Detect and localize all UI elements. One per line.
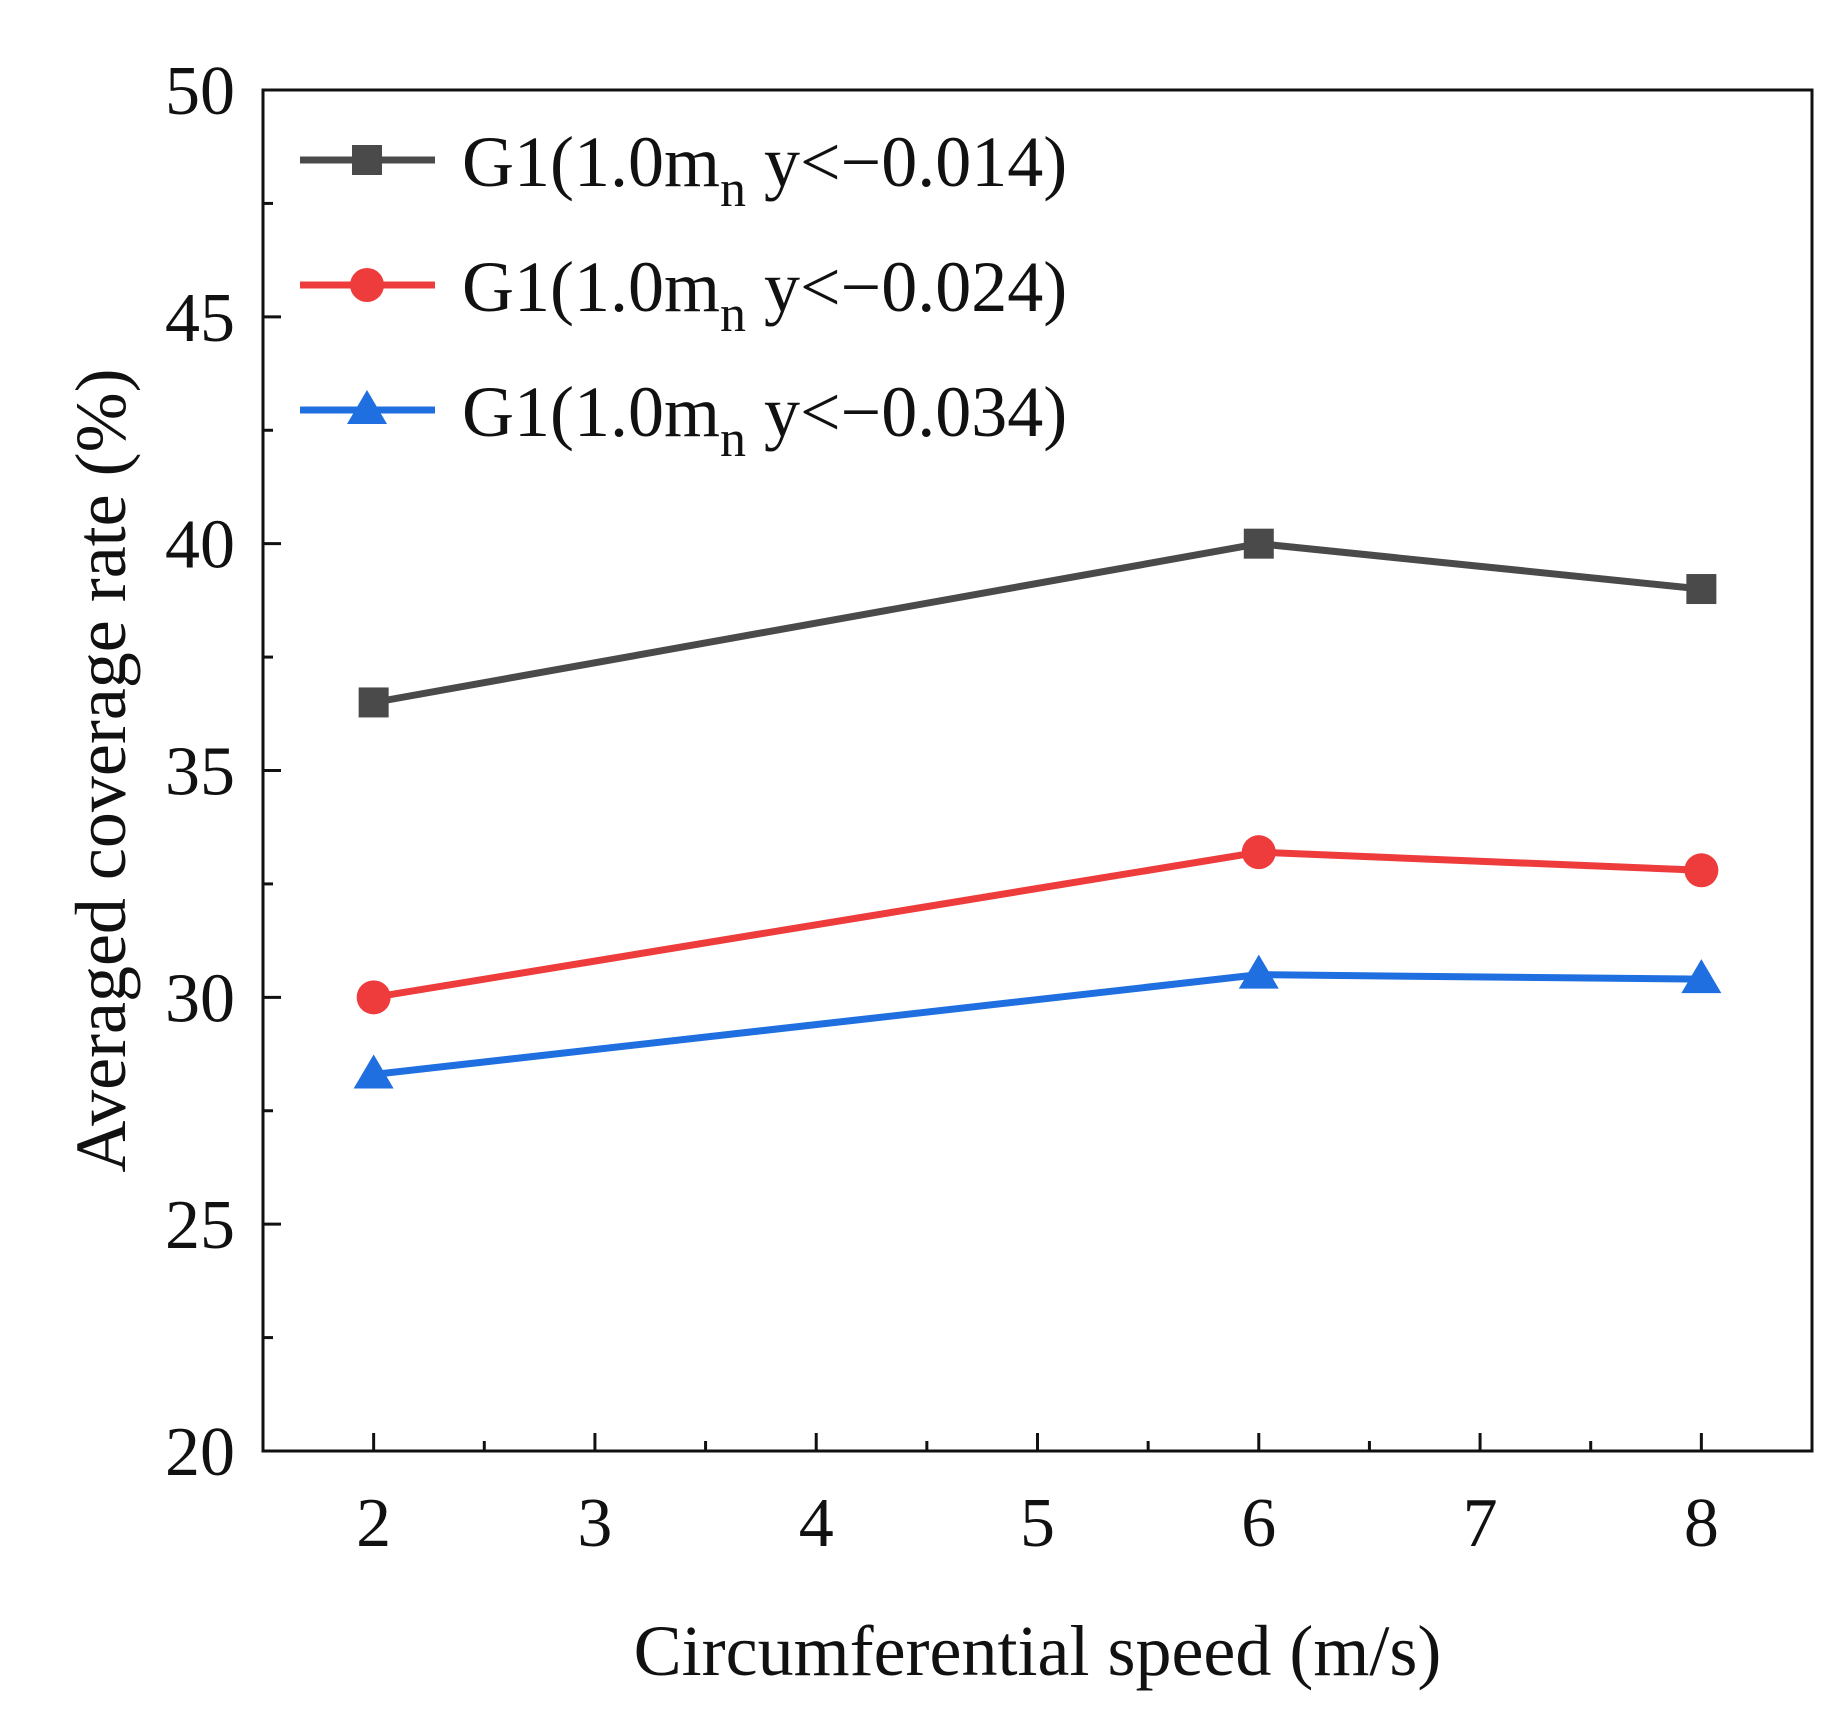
legend-marker	[350, 268, 384, 302]
series-lines	[353, 528, 1722, 1089]
y-tick-label: 35	[165, 734, 235, 811]
series-line-3	[373, 971, 1702, 1078]
x-tick-label: 4	[799, 1485, 834, 1562]
x-tick-label: 6	[1241, 1485, 1276, 1562]
data-point-series-2	[1684, 853, 1719, 888]
x-tick-label: 5	[1020, 1485, 1055, 1562]
data-point-series-3	[353, 1054, 394, 1089]
y-axis-title: Averaged coverage rate (%)	[61, 368, 141, 1172]
x-tick-label: 7	[1463, 1485, 1498, 1562]
legend-marker	[352, 145, 382, 175]
x-tick-label: 2	[356, 1485, 391, 1562]
legend-marker	[347, 390, 387, 424]
y-tick-label: 25	[165, 1187, 235, 1264]
y-tick-label: 40	[165, 507, 235, 584]
legend-label: G1(1.0mn y<−0.034)	[462, 372, 1067, 468]
data-point-series-3	[1681, 959, 1722, 994]
data-point-series-1	[1686, 574, 1717, 605]
y-tick-label: 30	[165, 960, 235, 1037]
y-tick-label: 50	[165, 53, 235, 130]
data-point-series-2	[356, 980, 391, 1015]
data-point-series-3	[1238, 954, 1279, 989]
x-tick-label: 8	[1684, 1485, 1719, 1562]
legend: G1(1.0mn y<−0.014) G1(1.0mn y<−0.024) G1(1…	[300, 122, 1067, 468]
data-point-series-1	[358, 687, 389, 718]
legend-label: G1(1.0mn y<−0.014)	[462, 122, 1067, 218]
y-tick-label: 45	[165, 280, 235, 357]
x-axis-title: Circumferential speed (m/s)	[634, 1611, 1442, 1691]
x-tick-label: 3	[577, 1485, 612, 1562]
data-point-series-1	[1243, 528, 1274, 559]
y-tick-label: 20	[165, 1414, 235, 1491]
data-point-series-2	[1241, 835, 1276, 870]
legend-label: G1(1.0mn y<−0.024)	[462, 247, 1067, 343]
series-line-1	[373, 540, 1702, 706]
